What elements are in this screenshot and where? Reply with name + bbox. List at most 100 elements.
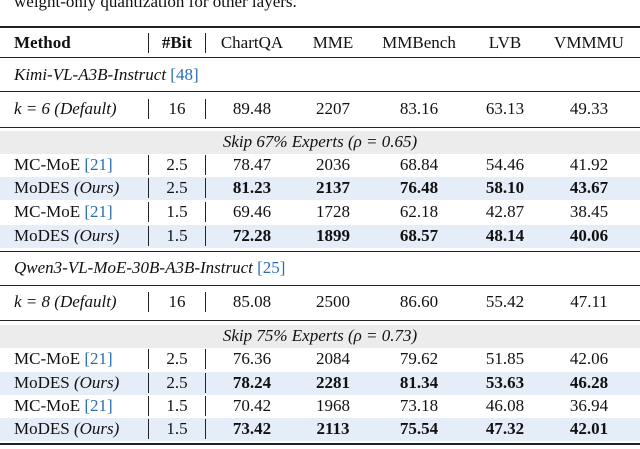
bit-cell: 2.5 — [166, 155, 188, 174]
value-cell: 2500 — [316, 292, 350, 311]
value-cell: 73.18 — [399, 396, 439, 415]
column-header: VMMMU — [554, 33, 624, 52]
value-cell: 2036 — [316, 155, 350, 174]
rule — [0, 251, 640, 252]
value-cell: 48.14 — [485, 226, 525, 245]
column-divider — [205, 99, 206, 119]
row-background — [0, 224, 640, 248]
method-ref: [21] — [84, 202, 113, 221]
bit-cell: 16 — [168, 99, 186, 118]
column-divider — [148, 99, 149, 119]
value-cell: 36.94 — [569, 396, 609, 415]
value-cell: 62.18 — [399, 202, 439, 221]
row-background — [0, 176, 640, 200]
model-name: Qwen3-VL-MoE-30B-A3B-Instruct — [14, 258, 253, 277]
rule — [0, 26, 640, 28]
value-cell: 51.85 — [485, 349, 525, 368]
method-cell: MoDES (Ours) — [14, 418, 119, 440]
method-name: MC-MoE — [14, 155, 81, 174]
method-name: MC-MoE — [14, 202, 81, 221]
value-cell: 41.92 — [569, 155, 609, 174]
value-cell: 54.46 — [485, 155, 525, 174]
bit-cell: 2.5 — [166, 349, 188, 368]
row-background — [0, 371, 640, 395]
rule — [0, 320, 640, 321]
value-cell: 55.42 — [485, 292, 525, 311]
k-setting: k = 8 — [14, 292, 51, 311]
value-cell: 78.47 — [232, 155, 272, 174]
value-cell: 46.08 — [485, 396, 525, 415]
value-cell: 49.33 — [569, 99, 609, 118]
bit-cell: 2.5 — [166, 373, 188, 392]
value-cell: 69.46 — [232, 202, 272, 221]
k-setting: k = 6 — [14, 99, 51, 118]
column-divider — [205, 202, 206, 222]
value-cell: 89.48 — [232, 99, 272, 118]
caption-fragment: weight-only quantization for other layer… — [14, 0, 297, 11]
column-divider — [205, 349, 206, 369]
value-cell: 78.24 — [232, 373, 272, 392]
baseline-method: k = 6 (Default) — [14, 98, 117, 120]
model-name: Kimi-VL-A3B-Instruct — [14, 65, 167, 84]
value-cell: 81.34 — [399, 373, 439, 392]
column-header: LVB — [488, 33, 522, 52]
value-cell: 1899 — [316, 226, 350, 245]
row-background — [0, 324, 640, 348]
method-ref: [21] — [84, 396, 113, 415]
default-note: (Default) — [54, 292, 117, 311]
value-cell: 2281 — [316, 373, 350, 392]
value-cell: 2113 — [316, 419, 350, 438]
value-cell: 38.45 — [569, 202, 609, 221]
column-divider — [205, 419, 206, 439]
bit-cell: 1.5 — [166, 396, 188, 415]
method-name: MoDES — [14, 373, 70, 392]
value-cell: 70.42 — [232, 396, 272, 415]
value-cell: 43.67 — [569, 178, 609, 197]
method-cell: MoDES (Ours) — [14, 177, 119, 199]
method-cell: MoDES (Ours) — [14, 225, 119, 247]
method-cell: MC-MoE [21] — [14, 201, 113, 223]
value-cell: 1968 — [316, 396, 350, 415]
method-ref: (Ours) — [73, 226, 120, 245]
value-cell: 2137 — [316, 178, 350, 197]
method-ref: (Ours) — [73, 178, 120, 197]
rule — [0, 443, 640, 445]
section-title: Kimi-VL-A3B-Instruct [48] — [14, 64, 199, 86]
citation: [48] — [170, 65, 199, 84]
section-title: Qwen3-VL-MoE-30B-A3B-Instruct [25] — [14, 257, 285, 279]
column-divider — [148, 292, 149, 312]
method-cell: MC-MoE [21] — [14, 348, 113, 370]
value-cell: 2084 — [316, 349, 350, 368]
column-header: MMBench — [382, 33, 456, 52]
value-cell: 68.57 — [399, 226, 439, 245]
value-cell: 76.48 — [399, 178, 439, 197]
method-ref: (Ours) — [73, 373, 120, 392]
column-divider — [148, 373, 149, 393]
column-divider — [205, 373, 206, 393]
skip-label-wrap: Skip 67% Experts (ρ = 0.65) — [0, 131, 640, 153]
value-cell: 47.11 — [570, 292, 608, 311]
column-header: MME — [312, 33, 354, 52]
value-cell: 2207 — [316, 99, 350, 118]
row-background — [0, 417, 640, 441]
default-note: (Default) — [54, 99, 117, 118]
column-divider — [148, 396, 149, 416]
method-cell: MoDES (Ours) — [14, 372, 119, 394]
value-cell: 47.32 — [485, 419, 525, 438]
column-divider — [148, 155, 149, 175]
value-cell: 85.08 — [232, 292, 272, 311]
column-divider — [148, 33, 149, 53]
column-divider — [205, 178, 206, 198]
bit-cell: 16 — [168, 292, 186, 311]
row-background — [0, 130, 640, 154]
column-divider — [148, 226, 149, 246]
rule — [0, 285, 640, 286]
column-divider — [205, 33, 206, 53]
baseline-method: k = 8 (Default) — [14, 291, 117, 313]
method-cell: MC-MoE [21] — [14, 395, 113, 417]
bit-cell: 1.5 — [166, 226, 188, 245]
column-divider — [148, 202, 149, 222]
column-divider — [205, 226, 206, 246]
rule — [0, 91, 640, 92]
